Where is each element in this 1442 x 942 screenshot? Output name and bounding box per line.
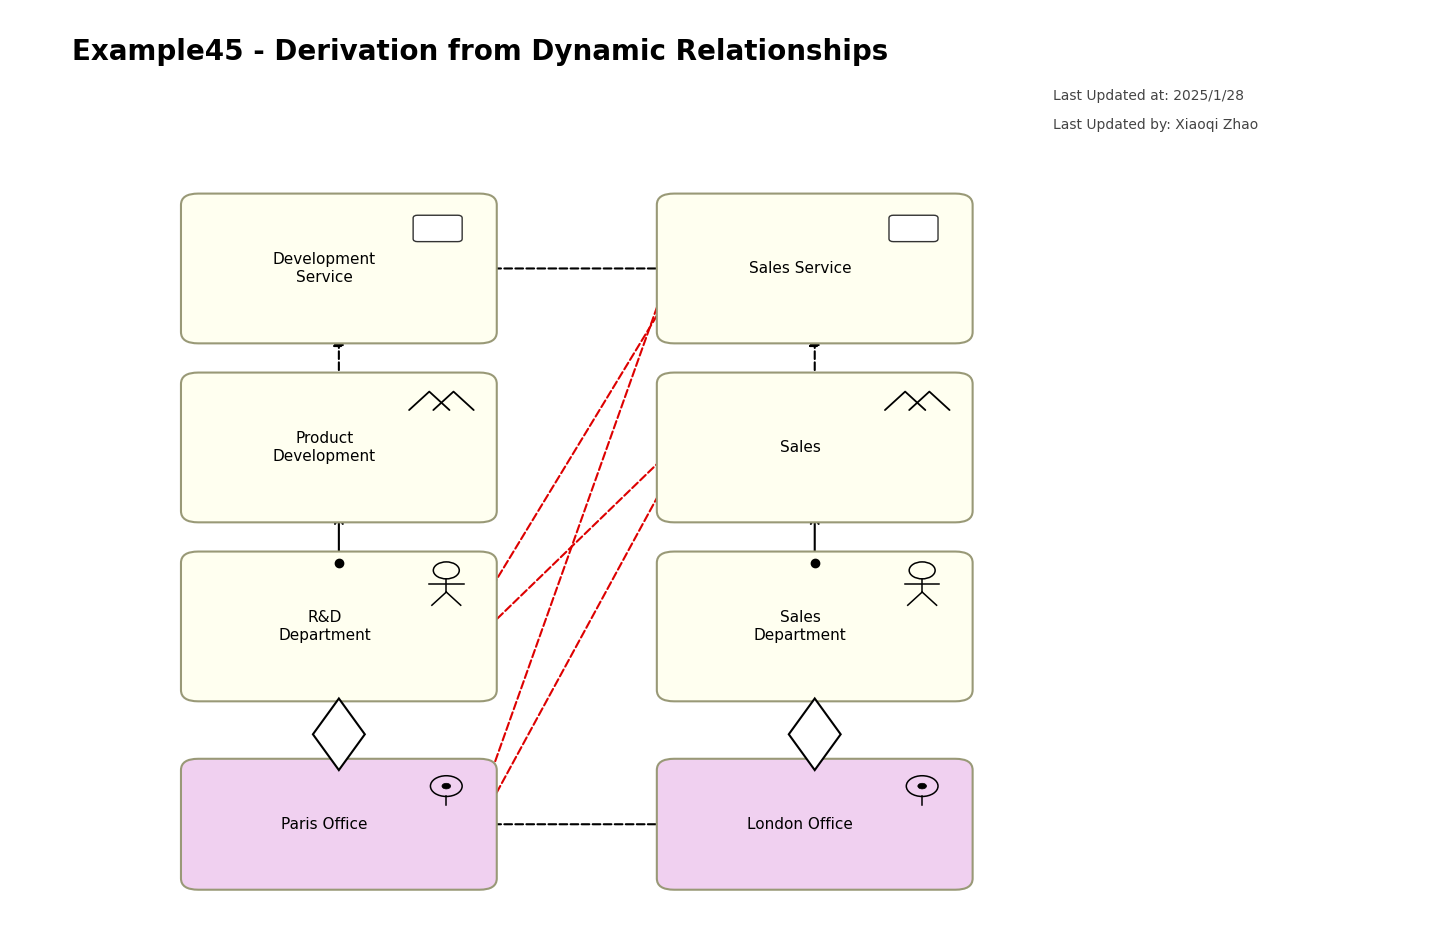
FancyBboxPatch shape	[656, 552, 972, 701]
Text: R&D
Department: R&D Department	[278, 610, 371, 642]
Polygon shape	[313, 699, 365, 771]
Text: Last Updated by: Xiaoqi Zhao: Last Updated by: Xiaoqi Zhao	[1053, 118, 1257, 132]
Circle shape	[917, 784, 927, 789]
FancyBboxPatch shape	[656, 759, 972, 889]
Text: Example45 - Derivation from Dynamic Relationships: Example45 - Derivation from Dynamic Rela…	[72, 38, 888, 66]
FancyBboxPatch shape	[888, 216, 937, 242]
FancyBboxPatch shape	[412, 216, 461, 242]
FancyBboxPatch shape	[180, 372, 496, 522]
Text: Last Updated at: 2025/1/28: Last Updated at: 2025/1/28	[1053, 89, 1243, 104]
FancyBboxPatch shape	[180, 552, 496, 701]
Text: Development
Service: Development Service	[273, 252, 376, 284]
FancyBboxPatch shape	[656, 372, 972, 522]
Text: Sales
Department: Sales Department	[754, 610, 846, 642]
FancyBboxPatch shape	[656, 194, 972, 344]
Text: Product
Development: Product Development	[273, 431, 376, 463]
Circle shape	[441, 784, 450, 789]
Text: Sales Service: Sales Service	[748, 261, 852, 276]
FancyBboxPatch shape	[180, 759, 496, 889]
Text: London Office: London Office	[747, 817, 854, 832]
FancyBboxPatch shape	[180, 194, 496, 344]
Polygon shape	[789, 699, 841, 771]
Text: Sales: Sales	[780, 440, 820, 455]
Text: Paris Office: Paris Office	[281, 817, 368, 832]
